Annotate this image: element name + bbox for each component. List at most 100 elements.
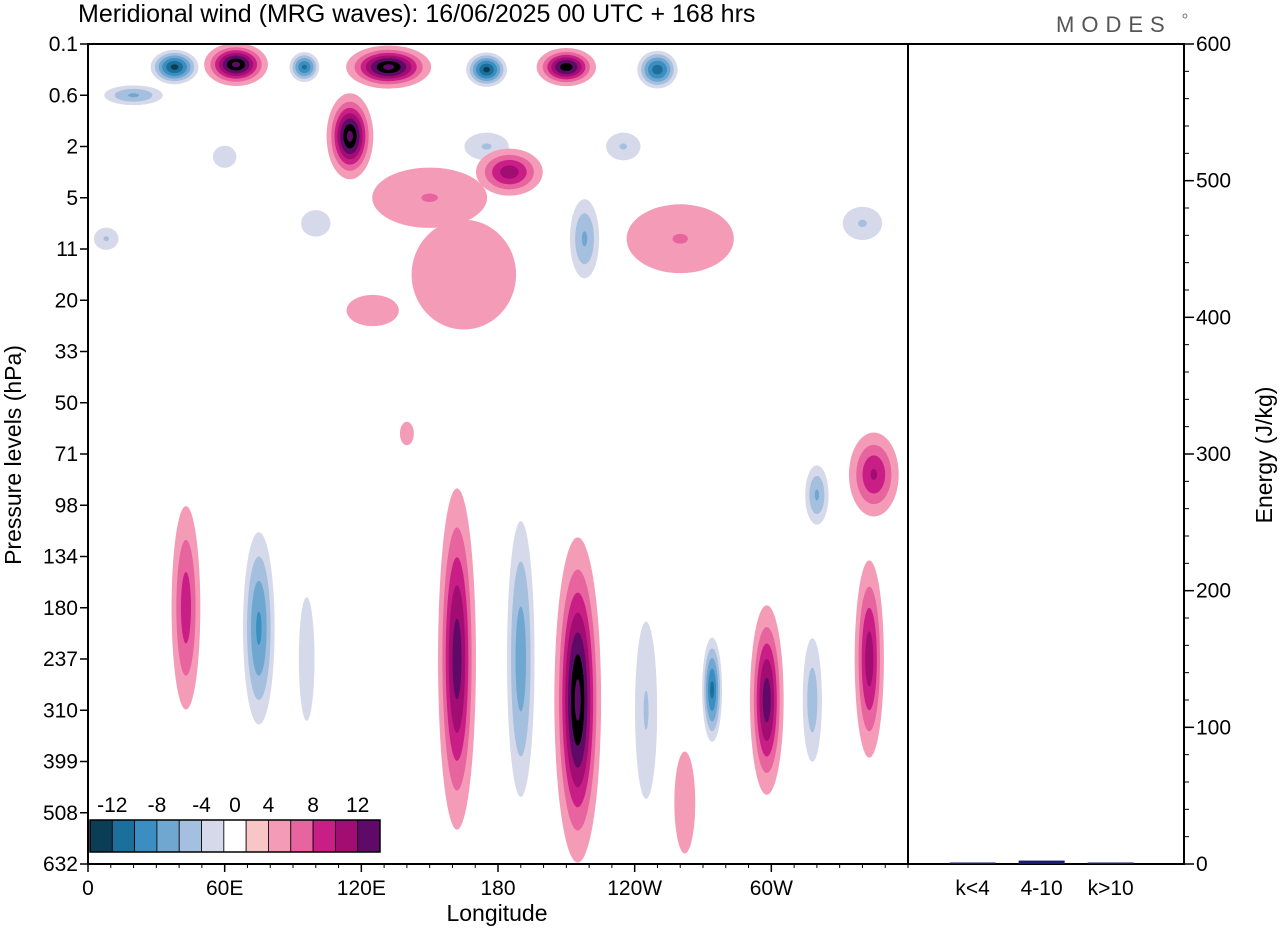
colorbar-swatch xyxy=(178,819,202,853)
contour-blob xyxy=(797,607,827,793)
contour-band xyxy=(231,61,241,68)
contour-blob xyxy=(337,426,359,482)
colorbar-label: 4 xyxy=(263,794,275,817)
y-tick-label: 33 xyxy=(55,341,78,364)
y-tick-label: 2 xyxy=(66,136,78,159)
y-tick-label: 508 xyxy=(43,802,78,825)
colorbar-swatch xyxy=(357,819,381,853)
energy-tick-label: 0 xyxy=(1196,853,1208,876)
contour-blob xyxy=(88,220,127,257)
y-axis: 0.1 0.6 2 5 11 20 33 50 71 98 134 180 237 310 399 508 63… xyxy=(43,33,88,876)
y-tick-label: 134 xyxy=(43,546,78,569)
contour-blob xyxy=(346,294,399,327)
contour-band xyxy=(337,426,359,482)
energy-category-label: 4-10 xyxy=(1021,877,1063,900)
y-tick-label: 310 xyxy=(43,699,78,722)
y-tick-label: 20 xyxy=(55,289,78,312)
colorbar-label: 8 xyxy=(307,794,319,817)
x-tick-label: 60W xyxy=(750,877,793,900)
contour-band xyxy=(858,219,867,228)
contour-band xyxy=(515,606,527,712)
colorbar-swatch xyxy=(156,819,180,853)
contour-band xyxy=(212,145,237,168)
contour-band xyxy=(807,667,818,733)
contour-band xyxy=(103,236,109,242)
contour-band xyxy=(452,618,462,700)
colorbar-frame xyxy=(89,819,381,853)
contour-blob xyxy=(594,123,652,170)
contour-blob xyxy=(461,48,513,92)
energy-frame xyxy=(907,43,1185,865)
colorbar-label: -4 xyxy=(192,794,211,817)
energy-category-label: k>10 xyxy=(1088,877,1134,900)
contour-blob xyxy=(272,261,314,340)
contour-blob xyxy=(237,500,280,756)
contour-blob xyxy=(171,506,201,710)
colorbar-swatch xyxy=(201,819,225,853)
y-tick-label: 98 xyxy=(55,494,78,517)
energy-bar xyxy=(1018,860,1065,864)
colorbar-label: 12 xyxy=(346,794,369,817)
x-axis-label: Longitude xyxy=(446,900,547,926)
contour-blob xyxy=(536,47,597,87)
y-tick-label: 71 xyxy=(55,443,78,466)
contour-band xyxy=(128,93,140,98)
colorbar-swatch xyxy=(223,819,247,853)
contour-blob xyxy=(800,453,834,537)
contour-band xyxy=(652,64,663,75)
contour-blob xyxy=(290,533,323,785)
energy-bar xyxy=(1087,862,1134,864)
contour-band xyxy=(272,261,314,340)
y-tick-label: 0.6 xyxy=(49,84,78,107)
chart-title: Meridional wind (MRG waves): 16/06/2025 … xyxy=(78,0,755,28)
contour-band xyxy=(574,679,581,721)
colorbar-swatch xyxy=(134,819,158,853)
contour-band xyxy=(674,751,696,854)
contour-band xyxy=(870,468,878,481)
contour-blob xyxy=(92,81,176,110)
contour-blob xyxy=(563,182,606,295)
colorbar-swatch xyxy=(245,819,269,853)
contour-blob xyxy=(204,44,268,87)
energy-tick-label: 200 xyxy=(1196,580,1231,603)
contour-blob xyxy=(346,45,432,89)
contour-blob xyxy=(372,167,488,228)
contour-band xyxy=(383,64,395,70)
contour-band xyxy=(301,64,307,70)
energy-tick-label: 100 xyxy=(1196,716,1231,739)
contour-blob xyxy=(475,148,543,196)
energy-bar xyxy=(949,862,996,864)
colorbar-swatch xyxy=(290,819,314,853)
contour-band xyxy=(399,421,414,446)
contour-blob xyxy=(233,397,262,460)
contour-band xyxy=(814,489,820,501)
energy-tick-label: 400 xyxy=(1196,306,1231,329)
energy-category-label: k<4 xyxy=(955,877,990,900)
contour-blob xyxy=(830,196,895,251)
contour-band xyxy=(346,294,399,327)
contour-blob xyxy=(617,453,653,486)
contour-blob xyxy=(399,421,414,446)
x-tick-label: 120W xyxy=(607,877,662,900)
colorbar-swatch xyxy=(268,819,292,853)
contour-blob xyxy=(699,623,725,757)
contour-blob xyxy=(631,45,683,94)
contour-blob xyxy=(411,219,517,330)
contour-blob xyxy=(554,537,602,863)
contour-band xyxy=(483,66,490,73)
colorbar-label: -12 xyxy=(97,794,127,817)
colorbar: -12 -8 -4 0 4 8 12 xyxy=(89,794,381,853)
contour-blob xyxy=(854,560,884,758)
energy-tick-label: 300 xyxy=(1196,443,1231,466)
contour-blob xyxy=(627,564,665,857)
contour-band xyxy=(180,572,191,644)
contour-band xyxy=(256,611,262,645)
y-tick-label: 50 xyxy=(55,392,78,415)
energy-axis-label: Energy (J/kg) xyxy=(1251,387,1277,524)
colorbar-swatch xyxy=(89,819,113,853)
x-tick-label: 180 xyxy=(480,877,515,900)
contour-blob xyxy=(749,605,784,795)
contour-blob xyxy=(674,751,696,854)
contour-blob xyxy=(438,488,476,830)
